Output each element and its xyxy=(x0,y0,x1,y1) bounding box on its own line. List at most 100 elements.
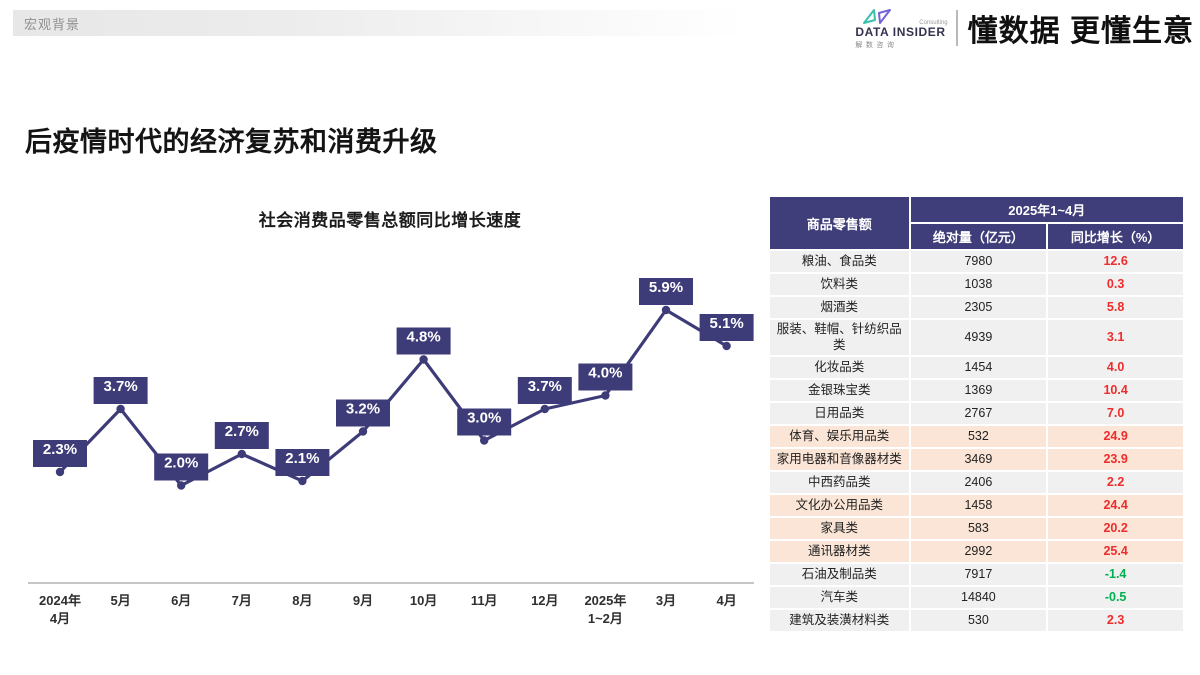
data-label-box xyxy=(578,363,633,391)
absolute-value-cell: 2406 xyxy=(910,472,1047,494)
category-cell: 文化办公用品类 xyxy=(770,495,909,517)
category-cell: 金银珠宝类 xyxy=(770,380,909,402)
data-label: 3.7% xyxy=(528,378,562,395)
category-cell: 家具类 xyxy=(770,518,909,540)
growth-value-cell: 20.2 xyxy=(1048,518,1183,540)
logo-wordmark: DATA INSIDER xyxy=(855,25,946,39)
data-point xyxy=(722,341,731,351)
growth-value-cell: 10.4 xyxy=(1048,380,1183,402)
x-axis-label: 7月 xyxy=(232,593,252,608)
company-logo: DATA INSIDER Consulting 解数咨询 xyxy=(853,6,948,50)
bowtie-logo-icon xyxy=(863,9,892,24)
data-point xyxy=(116,404,125,414)
growth-value-cell: 12.6 xyxy=(1048,251,1183,272)
growth-value-cell: 25.4 xyxy=(1048,541,1183,563)
brand-block: DATA INSIDER Consulting 解数咨询 懂数据 更懂生意 xyxy=(853,6,1194,50)
category-cell: 体育、娱乐用品类 xyxy=(770,426,909,448)
logo-consulting-text: Consulting xyxy=(919,20,948,26)
absolute-value-cell: 3469 xyxy=(910,449,1047,471)
growth-value-cell: 23.9 xyxy=(1048,449,1183,471)
data-label-box xyxy=(93,377,148,404)
x-axis-label: 5月 xyxy=(110,593,130,608)
line-chart-svg: 2.3% 2024年 4月 3.7% 5月 2.0% 6月 2.7% 7月 2.1% 8月 3.2% 9… xyxy=(28,278,754,626)
absolute-value-cell: 4939 xyxy=(910,320,1047,356)
growth-value-cell: 2.2 xyxy=(1048,472,1183,494)
chart-title: 社会消费品零售总额同比增长速度 xyxy=(258,211,522,230)
table-row: 汽车类 14840 -0.5 xyxy=(770,587,1183,609)
absolute-value-cell: 14840 xyxy=(910,587,1047,609)
data-point xyxy=(540,404,549,414)
data-label: 4.8% xyxy=(406,329,440,346)
table-header: 商品零售额 2025年1~4月 绝对量（亿元） 同比增长（%） xyxy=(770,197,1183,249)
growth-value-cell: 5.8 xyxy=(1048,297,1183,318)
growth-value-cell: 24.4 xyxy=(1048,495,1183,517)
table-row: 化妆品类 1454 4.0 xyxy=(770,357,1183,379)
table-row: 服装、鞋帽、针纺织品类 4939 3.1 xyxy=(770,320,1183,356)
data-point xyxy=(480,436,489,445)
retail-sales-table: 商品零售额 2025年1~4月 绝对量（亿元） 同比增长（%） 粮油、食品类 79… xyxy=(768,195,1185,633)
table-row: 通讯器材类 2992 25.4 xyxy=(770,541,1183,563)
table-row: 粮油、食品类 7980 12.6 xyxy=(770,251,1183,272)
data-label-box xyxy=(214,422,269,449)
line-chart: 2.3% 2024年 4月 3.7% 5月 2.0% 6月 2.7% 7月 2.1% 8月 3.2% 9… xyxy=(20,235,760,640)
x-axis-label: 6月 xyxy=(171,593,191,608)
data-point xyxy=(237,449,246,459)
category-cell: 建筑及装潢材料类 xyxy=(770,610,909,632)
page-title: 后疫情时代的经济复苏和消费升级 xyxy=(25,127,438,157)
header-growth: 同比增长（%） xyxy=(1048,224,1183,249)
absolute-value-cell: 1454 xyxy=(910,357,1047,379)
data-label: 5.1% xyxy=(709,315,743,332)
category-cell: 石油及制品类 xyxy=(770,564,909,586)
x-axis-label: 11月 xyxy=(471,593,498,608)
data-label: 3.2% xyxy=(346,401,380,418)
growth-value-cell: -1.4 xyxy=(1048,564,1183,586)
growth-value-cell: -0.5 xyxy=(1048,587,1183,609)
absolute-value-cell: 2305 xyxy=(910,297,1047,318)
data-label-box xyxy=(154,453,209,481)
absolute-value-cell: 1458 xyxy=(910,495,1047,517)
section-label: 宏观背景 xyxy=(24,16,81,32)
absolute-value-cell: 7917 xyxy=(910,564,1047,586)
header-absolute: 绝对量（亿元） xyxy=(910,224,1047,249)
absolute-value-cell: 1038 xyxy=(910,274,1047,295)
growth-value-cell: 24.9 xyxy=(1048,426,1183,448)
logo-chinese-name: 解数咨询 xyxy=(855,42,898,50)
data-label: 2.0% xyxy=(164,455,198,472)
table-row: 体育、娱乐用品类 532 24.9 xyxy=(770,426,1183,448)
table-row: 文化办公用品类 1458 24.4 xyxy=(770,495,1183,517)
data-point xyxy=(661,305,671,315)
category-cell: 汽车类 xyxy=(770,587,909,609)
brand-divider xyxy=(955,10,958,47)
table-row: 金银珠宝类 1369 10.4 xyxy=(770,380,1183,402)
table-row: 饮料类 1038 0.3 xyxy=(770,274,1183,295)
data-label-box xyxy=(699,314,754,341)
data-point xyxy=(177,481,186,490)
header-period: 2025年1~4月 xyxy=(910,197,1183,222)
category-cell: 通讯器材类 xyxy=(770,541,909,563)
absolute-value-cell: 1369 xyxy=(910,380,1047,402)
table-row: 家用电器和音像器材类 3469 23.9 xyxy=(770,449,1183,471)
header-category: 商品零售额 xyxy=(770,197,909,249)
data-point xyxy=(298,476,307,486)
category-cell: 中西药品类 xyxy=(770,472,909,494)
category-cell: 粮油、食品类 xyxy=(770,251,909,272)
growth-value-cell: 3.1 xyxy=(1048,320,1183,356)
data-label: 3.0% xyxy=(467,410,501,427)
data-point xyxy=(419,355,428,364)
absolute-value-cell: 2767 xyxy=(910,403,1047,425)
data-label: 2.1% xyxy=(285,450,319,467)
x-axis-label: 2024年 4月 xyxy=(39,593,81,626)
category-cell: 家用电器和音像器材类 xyxy=(770,449,909,471)
absolute-value-cell: 532 xyxy=(910,426,1047,448)
growth-value-cell: 4.0 xyxy=(1048,357,1183,379)
data-label-box xyxy=(457,408,512,436)
data-label-box xyxy=(639,278,693,305)
brand-slogan: 懂数据 更懂生意 xyxy=(967,15,1194,49)
table-row: 家具类 583 20.2 xyxy=(770,518,1183,540)
category-cell: 日用品类 xyxy=(770,403,909,425)
x-axis-label: 4月 xyxy=(716,593,736,608)
growth-value-cell: 2.3 xyxy=(1048,610,1183,632)
category-cell: 服装、鞋帽、针纺织品类 xyxy=(770,320,909,356)
x-axis-label: 8月 xyxy=(292,593,312,608)
data-label-box xyxy=(275,449,330,476)
